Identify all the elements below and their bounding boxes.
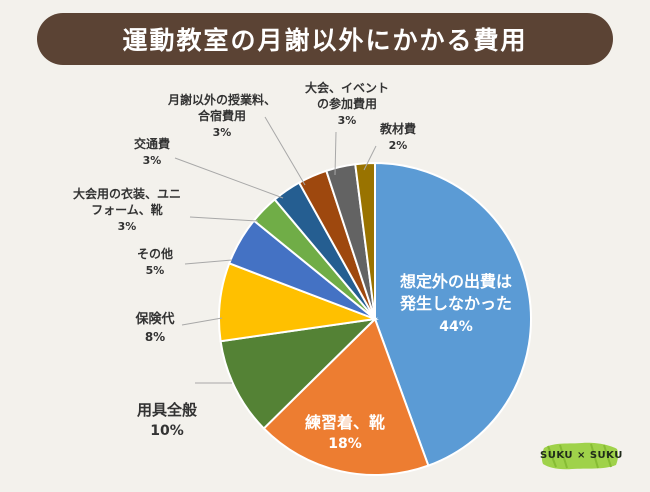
slice-category-1-line-1: 想定外の出費は	[399, 272, 512, 291]
leader-line-4	[181, 317, 223, 326]
slice-category-9-line-2: の参加費用	[317, 96, 377, 111]
slice-label-3: 用具全般 10%	[137, 401, 197, 439]
slice-category-7-line-1: 交通費	[134, 136, 170, 151]
slice-category-6-line-1: 大会用の衣装、ユニ	[73, 186, 181, 201]
slice-value-9: 3%	[338, 114, 357, 127]
slice-value-3: 10%	[150, 423, 184, 439]
logo-brush-shape	[541, 442, 619, 470]
slice-label-5: その他 5%	[137, 246, 173, 277]
slice-category-8-line-2: 合宿費用	[198, 108, 246, 123]
leader-line-7	[174, 157, 284, 199]
leader-line-9	[334, 131, 337, 176]
slice-category-8-line-1: 月謝以外の授業料、	[167, 92, 276, 107]
pie-slice-1	[374, 161, 532, 467]
slice-label-8: 月謝以外の授業料、合宿費用 3%	[167, 92, 276, 139]
slice-value-8: 3%	[213, 126, 232, 139]
logo-text: SUKU × SUKU	[540, 450, 623, 461]
pie-wedges	[218, 161, 532, 476]
slice-category-2-line-1: 練習着、靴	[305, 413, 385, 432]
slice-category-3-line-1: 用具全般	[137, 401, 197, 419]
leader-line-5	[184, 259, 233, 265]
pie-slice-2	[262, 317, 430, 476]
slice-category-5-line-1: その他	[137, 246, 173, 261]
slice-label-2: 練習着、靴 18%	[305, 413, 385, 452]
slice-label-10: 教材費 2%	[379, 121, 416, 152]
slice-value-10: 2%	[389, 139, 408, 152]
slice-value-5: 5%	[146, 264, 165, 277]
title-bar: 運動教室の月謝以外にかかる費用	[37, 13, 613, 65]
pie-slice-3	[219, 317, 378, 430]
slice-value-1: 44%	[439, 319, 473, 335]
slice-category-6-line-2: フォーム、靴	[91, 202, 163, 217]
slice-value-7: 3%	[143, 154, 162, 167]
suku-suku-logo: SUKU × SUKU	[540, 440, 623, 472]
slice-value-2: 18%	[328, 436, 362, 452]
leader-line-8	[264, 116, 306, 186]
chart-title: 運動教室の月謝以外にかかる費用	[122, 26, 528, 55]
slice-label-4: 保険代 8%	[134, 311, 174, 344]
slice-category-10-line-1: 教材費	[379, 121, 416, 136]
slice-category-4-line-1: 保険代	[134, 311, 174, 327]
slice-label-7: 交通費 3%	[134, 136, 170, 167]
leader-line-6	[189, 216, 259, 222]
slice-value-6: 3%	[118, 220, 137, 233]
leader-line-10	[363, 145, 377, 171]
slice-value-4: 8%	[145, 330, 165, 344]
slice-category-1-line-2: 発生しなかった	[399, 294, 512, 313]
slice-category-9-line-1: 大会、イベント	[305, 80, 389, 95]
pie-slice-10	[354, 161, 376, 320]
